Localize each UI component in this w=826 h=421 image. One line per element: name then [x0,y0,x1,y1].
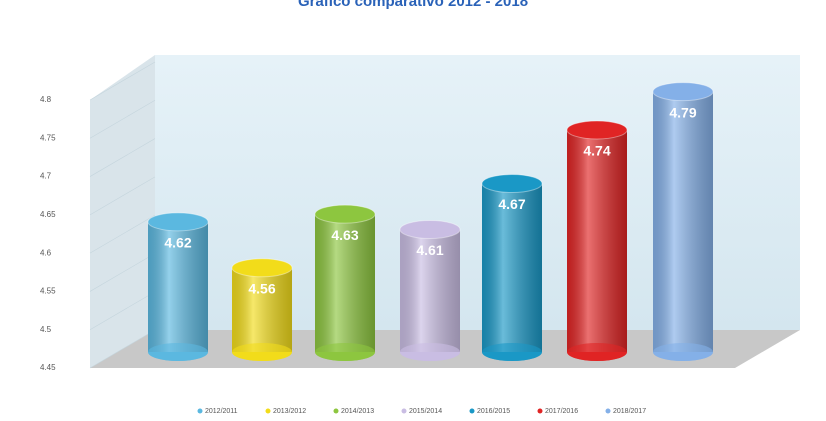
data-label: 4.63 [331,227,358,243]
bar-shade [653,91,713,353]
y-tick-label: 4.65 [40,210,56,219]
bar-base-shade [148,343,208,361]
bar-top [147,212,209,232]
grid-line [89,291,156,330]
y-tick-label: 4.7 [40,172,52,181]
bar-base-shade [400,343,460,361]
grid-line [89,329,156,369]
legend-marker [265,408,271,414]
bar-top [566,120,628,140]
grid-line [89,214,156,254]
bar-base-shade [232,343,292,361]
legend-marker [401,408,407,414]
bar-top [314,204,376,224]
bar-base-shade [653,343,713,361]
bar-top [481,174,543,194]
data-label: 4.74 [583,143,610,159]
bar-shade [482,183,542,352]
bar-top [652,82,714,102]
y-tick-label: 4.45 [40,363,56,372]
legend-label: 2014/2013 [341,408,374,415]
y-tick-label: 4.55 [40,287,56,296]
bar-top [399,219,461,239]
bar-top [231,258,293,278]
legend-marker [197,408,203,414]
bar-shade [232,267,292,352]
data-label: 4.62 [164,235,191,251]
data-label: 4.56 [248,280,275,296]
bar-base-shade [315,343,375,361]
side-wall [90,55,155,368]
bar-shade [567,129,627,352]
y-tick-label: 4.8 [40,95,52,104]
legend-label: 2017/2016 [545,408,578,415]
legend-label: 2015/2014 [409,408,442,415]
bar-base-shade [482,343,542,361]
data-label: 4.79 [669,104,696,120]
chart-title: Gráfico comparativo 2012 - 2018 [298,0,528,10]
grid-line [89,176,156,216]
data-label: 4.61 [416,242,443,258]
bar-shade [315,214,375,352]
legend-label: 2018/2017 [613,408,646,415]
legend-marker [605,408,611,414]
bar-base-shade [567,343,627,361]
legend-label: 2013/2012 [273,408,306,415]
legend-marker [333,408,339,414]
y-tick-label: 4.6 [40,248,52,257]
legend-marker [537,408,543,414]
bar-shade [400,229,460,352]
y-tick-label: 4.75 [40,133,56,142]
grid-line [89,61,156,101]
grid-line [89,253,156,292]
data-label: 4.67 [498,196,525,212]
y-tick-label: 4.5 [40,325,52,334]
legend-label: 2012/2011 [205,408,238,415]
grid-line [89,138,156,177]
bar-shade [148,221,208,352]
legend-label: 2016/2015 [477,408,510,415]
grid-line [89,100,156,139]
legend-marker [469,408,475,414]
